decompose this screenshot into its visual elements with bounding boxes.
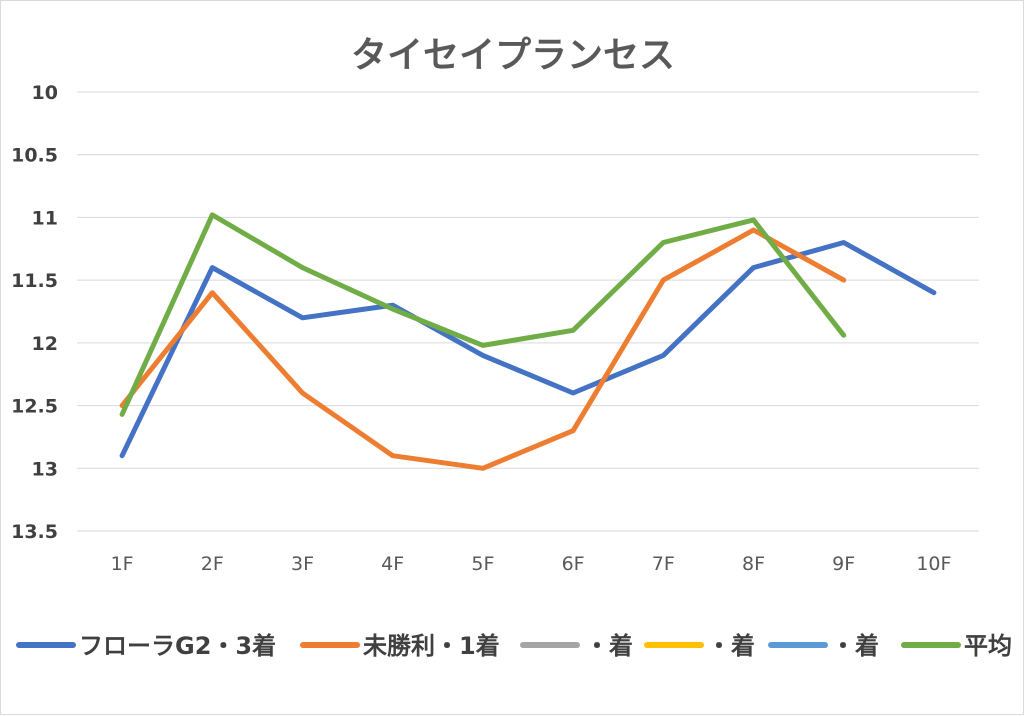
- x-tick-label: 6F: [562, 553, 585, 575]
- y-tick-label: 11: [32, 207, 58, 229]
- x-tick-label: 5F: [471, 553, 494, 575]
- gridlines: [77, 91, 979, 532]
- x-tick-label: 3F: [291, 553, 314, 575]
- legend-label-0: フローラG2・3着: [79, 632, 276, 660]
- y-tick-label: 12: [32, 333, 58, 355]
- y-tick-label: 10.5: [11, 145, 58, 167]
- series-line-5: [119, 212, 847, 417]
- legend-label-1: 未勝利・1着: [363, 632, 500, 660]
- x-tick-label: 4F: [381, 553, 404, 575]
- legend-label-5: 平均: [964, 632, 1012, 660]
- x-tick-label: 1F: [111, 553, 134, 575]
- series-line-1: [119, 227, 847, 471]
- x-tick-label: 7F: [652, 553, 675, 575]
- x-tick-label: 2F: [201, 553, 224, 575]
- series-line-0: [119, 240, 937, 459]
- y-tick-label: 13.5: [11, 521, 58, 543]
- y-tick-label: 12.5: [11, 396, 58, 418]
- x-tick-label: 8F: [742, 553, 765, 575]
- legend-label-2: ・着: [585, 632, 633, 660]
- legend-label-3: ・着: [707, 632, 755, 660]
- y-tick-label: 13: [32, 458, 58, 480]
- y-tick-label: 10: [32, 82, 58, 104]
- series-lines: [119, 212, 937, 471]
- chart-title: タイセイプランセス: [351, 35, 675, 76]
- x-tick-label: 9F: [832, 553, 855, 575]
- y-tick-label: 11.5: [11, 270, 58, 292]
- x-axis-ticks: 1F 2F 3F 4F 5F 6F 7F 8F 9F 10F: [111, 553, 952, 575]
- legend-label-4: ・着: [831, 632, 879, 660]
- y-axis-ticks: 10 10.5 11 11.5 12 12.5 13 13.5: [11, 82, 58, 543]
- x-tick-label: 10F: [916, 553, 951, 575]
- legend: フローラG2・3着 未勝利・1着 ・着 ・着 ・着 平均: [16, 632, 1012, 660]
